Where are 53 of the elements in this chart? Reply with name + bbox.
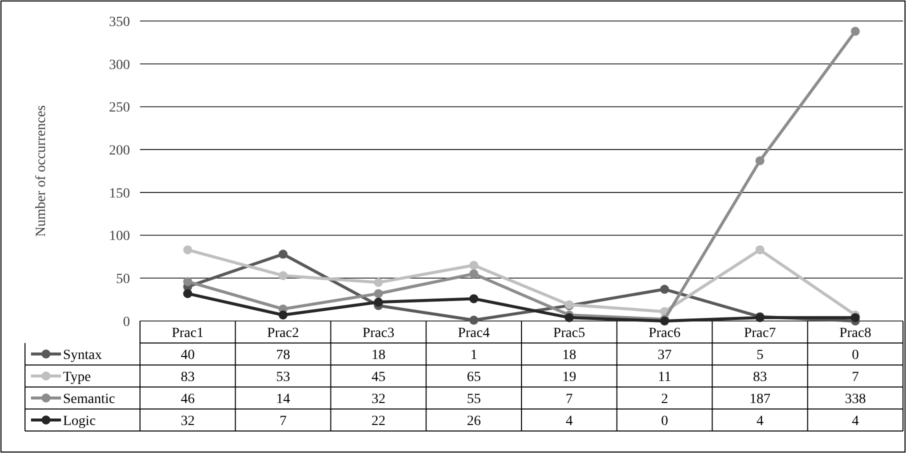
x-tick-label: Prac5 [553,326,586,341]
data-label: 32 [180,414,195,429]
data-label: 5 [756,348,764,363]
data-label: 7 [852,370,859,385]
y-tick-label: 150 [109,186,130,202]
data-label: 2 [661,392,668,407]
data-label: 40 [180,348,195,363]
data-label: 18 [371,348,386,363]
data-label: 338 [844,392,866,407]
data-label: 78 [276,348,290,363]
data-label: 14 [276,392,290,407]
y-tick-label: 350 [109,14,130,30]
x-tick-label: Prac7 [744,326,776,341]
legend-label: Syntax [63,348,102,363]
x-tick-label: Prac8 [839,326,872,341]
data-label: 7 [280,414,287,429]
data-label: 83 [180,370,195,385]
data-label: 45 [371,370,386,385]
data-label: 83 [752,370,767,385]
legend-label: Logic [63,414,96,429]
x-tick-label: Prac6 [648,326,681,341]
y-axis-title: Number of occurrences [34,105,49,237]
x-tick-label: Prac4 [458,326,490,341]
y-tick-label: 300 [109,58,130,73]
data-label: 1 [470,348,478,363]
data-label: 18 [562,348,576,363]
data-label: 55 [466,392,481,407]
data-label: 7 [566,392,573,407]
legend-label: Semantic [63,392,116,407]
x-tick-label: Prac2 [267,326,300,341]
data-label: 0 [852,348,859,363]
data-label: 11 [658,370,672,385]
data-label: 4 [756,414,764,429]
data-label: 46 [180,392,195,407]
y-tick-label: 250 [109,100,130,116]
x-tick-label: Prac1 [172,326,204,341]
data-label: 0 [661,414,668,429]
legend-label: Type [63,370,91,385]
data-label: 65 [466,370,481,385]
data-label: 22 [371,414,386,429]
y-tick-label: 50 [116,272,130,288]
data-label: 26 [466,414,481,429]
x-tick-label: Prac3 [362,326,394,341]
data-label: 4 [566,414,573,429]
data-label: 32 [371,392,386,407]
data-label: 19 [562,370,576,385]
data-label: 4 [852,414,859,429]
y-tick-label: 100 [109,229,130,244]
data-label: 37 [658,348,672,363]
y-tick-label: 0 [123,314,130,330]
data-label: 53 [276,370,290,385]
data-label: 187 [749,392,770,407]
y-tick-label: 200 [109,143,130,158]
